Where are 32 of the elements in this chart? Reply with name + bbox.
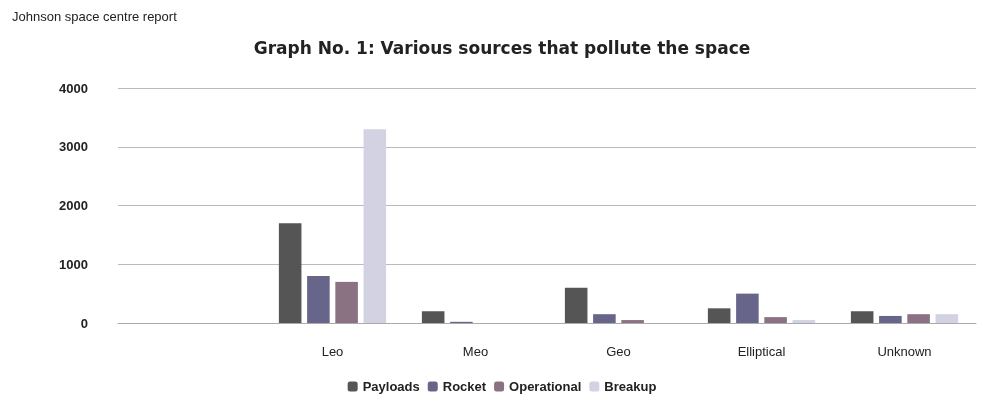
bar bbox=[307, 276, 330, 323]
y-tick-label: 1000 bbox=[59, 256, 88, 272]
bar bbox=[707, 308, 731, 323]
x-tick-label: Geo bbox=[606, 344, 631, 359]
chart-title: Graph No. 1: Various sources that pollute the space bbox=[253, 37, 751, 58]
bar bbox=[593, 314, 616, 323]
x-tick-label: Leo bbox=[321, 344, 344, 359]
y-tick-label: 3000 bbox=[59, 139, 88, 155]
y-tick-label: 4000 bbox=[59, 80, 88, 96]
legend-label: Payloads bbox=[362, 379, 420, 394]
bar bbox=[421, 311, 445, 323]
bar bbox=[278, 223, 302, 323]
bar bbox=[850, 311, 874, 323]
bar bbox=[335, 281, 358, 323]
legend-label: Rocket bbox=[442, 379, 487, 394]
bar bbox=[363, 129, 387, 323]
bar bbox=[879, 315, 902, 323]
legend-label: Operational bbox=[509, 379, 582, 394]
bar bbox=[792, 320, 816, 323]
bar bbox=[564, 287, 588, 323]
legend-label: Breakup bbox=[604, 379, 657, 394]
x-tick-label: Unknown bbox=[877, 344, 932, 359]
bar bbox=[736, 293, 759, 323]
text: Johnson space centre report bbox=[12, 9, 178, 24]
bar bbox=[935, 314, 959, 323]
bar bbox=[621, 320, 644, 323]
x-tick-label: Meo bbox=[462, 344, 489, 359]
x-tick-label: Elliptical bbox=[737, 344, 786, 359]
y-tick-label: 0 bbox=[80, 315, 88, 331]
bar bbox=[764, 317, 787, 323]
y-tick-label: 2000 bbox=[59, 198, 88, 213]
bar bbox=[907, 314, 930, 323]
